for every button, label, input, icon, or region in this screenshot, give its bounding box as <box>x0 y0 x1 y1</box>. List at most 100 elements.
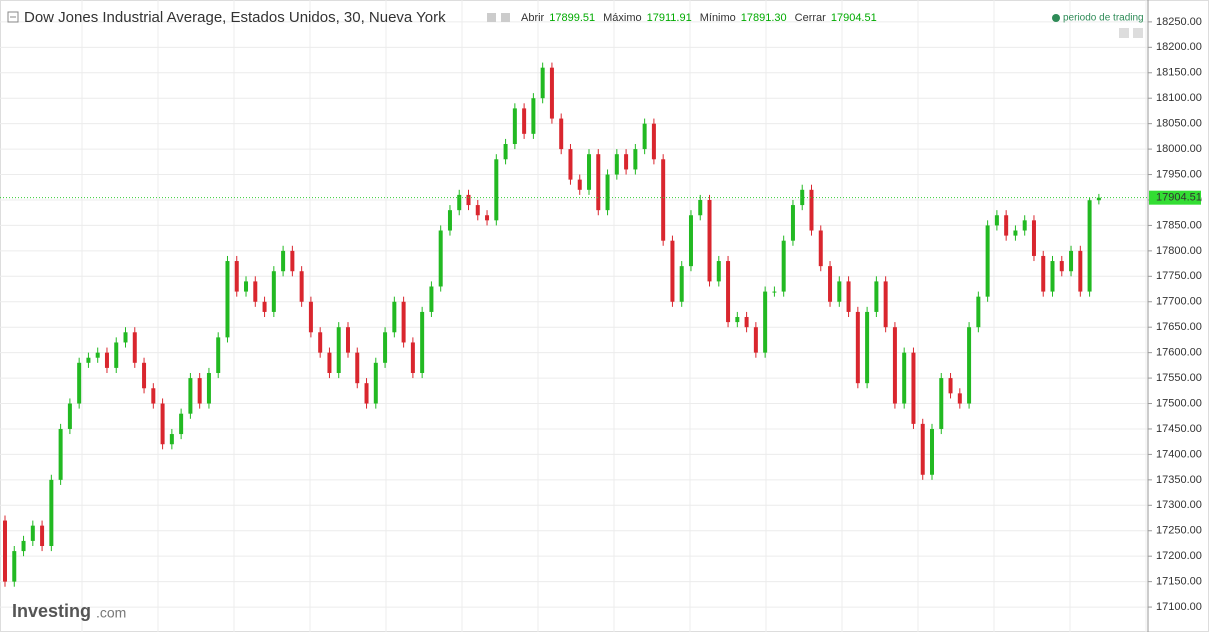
candle-body <box>549 67 554 119</box>
candle-body <box>40 525 45 547</box>
candle-body <box>438 230 443 287</box>
candle-body <box>670 240 675 302</box>
candle-body <box>49 479 54 547</box>
candle-body <box>985 225 990 297</box>
candle-body <box>485 215 490 221</box>
candle-body <box>475 205 480 216</box>
watermark: .com <box>96 605 126 621</box>
y-tick-label: 17350.00 <box>1156 474 1202 486</box>
settings-icon[interactable] <box>487 13 496 22</box>
y-tick-label: 17950.00 <box>1156 168 1202 180</box>
candle-body <box>828 266 833 302</box>
candle-body <box>920 423 925 475</box>
candle-body <box>522 108 527 134</box>
candle-body <box>373 362 378 404</box>
tool-icon[interactable] <box>1119 28 1129 38</box>
candle-body <box>12 551 17 582</box>
candle-body <box>410 342 415 373</box>
candle-body <box>726 261 731 323</box>
candle-body <box>818 230 823 267</box>
candle-body <box>1059 261 1064 272</box>
y-tick-label: 17150.00 <box>1156 576 1202 588</box>
candle-body <box>948 378 953 394</box>
quote-label: Cerrar <box>795 12 827 24</box>
candle-body <box>763 291 768 353</box>
candle-body <box>3 520 7 582</box>
candle-body <box>883 281 888 328</box>
candle-body <box>633 149 638 170</box>
candle-body <box>939 378 944 429</box>
candle-body <box>262 301 267 312</box>
candle-body <box>707 199 712 282</box>
candle-body <box>661 159 666 241</box>
y-tick-label: 18150.00 <box>1156 67 1202 79</box>
candle-body <box>902 352 907 404</box>
collapse-icon[interactable] <box>7 11 19 23</box>
candle-body <box>753 327 758 353</box>
candle-body <box>271 271 276 312</box>
candle-body <box>846 281 851 312</box>
candle-body <box>318 332 323 353</box>
y-tick-label: 18000.00 <box>1156 143 1202 155</box>
candle-body <box>77 362 82 404</box>
y-tick-label: 17200.00 <box>1156 550 1202 562</box>
y-tick-label: 18250.00 <box>1156 16 1202 28</box>
y-tick-label: 17750.00 <box>1156 270 1202 282</box>
candle-body <box>327 352 332 373</box>
quote-bar: Abrir 17899.51 Máximo 17911.91 Mínimo 17891.3… <box>521 12 877 24</box>
last-price-label: 17904.51 <box>1156 192 1202 204</box>
candle-body <box>392 301 397 333</box>
candle-body <box>355 352 360 384</box>
candle-body <box>401 301 406 343</box>
candle-body <box>587 154 592 190</box>
candle-body <box>336 327 341 373</box>
candle-body <box>429 286 434 312</box>
candle-body <box>957 393 962 404</box>
candle-body <box>559 118 564 150</box>
y-tick-label: 17500.00 <box>1156 397 1202 409</box>
watermark: Investing <box>12 601 91 621</box>
candle-body <box>1013 230 1018 236</box>
y-tick-label: 18050.00 <box>1156 118 1202 130</box>
y-tick-label: 17800.00 <box>1156 245 1202 257</box>
y-tick-label: 17600.00 <box>1156 347 1202 359</box>
candle-body <box>596 154 601 211</box>
candle-body <box>624 154 629 170</box>
candle-body <box>169 434 174 445</box>
candle-body <box>457 194 462 211</box>
candle-body <box>494 159 499 221</box>
candle-body <box>967 327 972 404</box>
settings-icon[interactable] <box>501 13 510 22</box>
candle-body <box>698 199 703 216</box>
candle-body <box>679 266 684 302</box>
candle-body <box>244 281 249 292</box>
y-tick-label: 17250.00 <box>1156 525 1202 537</box>
candle-body <box>104 352 109 368</box>
candle-body <box>716 261 721 282</box>
candle-body <box>874 281 879 312</box>
candle-body <box>58 428 63 480</box>
y-tick-label: 17650.00 <box>1156 321 1202 333</box>
candle-body <box>568 149 573 180</box>
candle-body <box>206 372 211 404</box>
candle-body <box>503 144 508 160</box>
candle-body <box>688 215 693 267</box>
candle-body <box>420 311 425 373</box>
y-tick-label: 17450.00 <box>1156 423 1202 435</box>
quote-value: 17904.51 <box>831 12 877 24</box>
tool-icon[interactable] <box>1133 28 1143 38</box>
candle-body <box>466 194 471 206</box>
candle-body <box>531 98 536 134</box>
candle-body <box>800 189 805 206</box>
candle-body <box>95 352 100 358</box>
candle-body <box>735 317 740 323</box>
candle-body <box>1004 215 1009 236</box>
quote-label: Máximo <box>603 12 642 24</box>
candle-body <box>809 189 814 231</box>
candle-body <box>290 250 295 272</box>
legend-dot <box>1052 14 1060 22</box>
candle-body <box>744 317 749 328</box>
candle-body <box>1050 261 1055 292</box>
quote-value: 17911.91 <box>647 12 692 24</box>
